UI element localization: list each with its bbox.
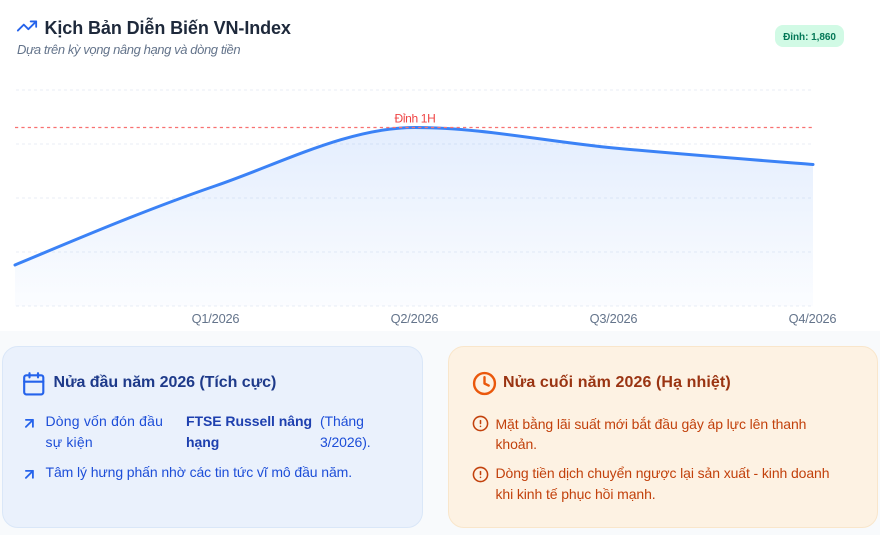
svg-text:Đỉnh 1H: Đỉnh 1H <box>395 111 436 125</box>
svg-text:Q4/2026: Q4/2026 <box>789 311 837 326</box>
svg-text:Q2/2026: Q2/2026 <box>391 311 439 326</box>
svg-text:Q1/2026: Q1/2026 <box>192 311 240 326</box>
svg-text:Q3/2026: Q3/2026 <box>590 311 638 326</box>
